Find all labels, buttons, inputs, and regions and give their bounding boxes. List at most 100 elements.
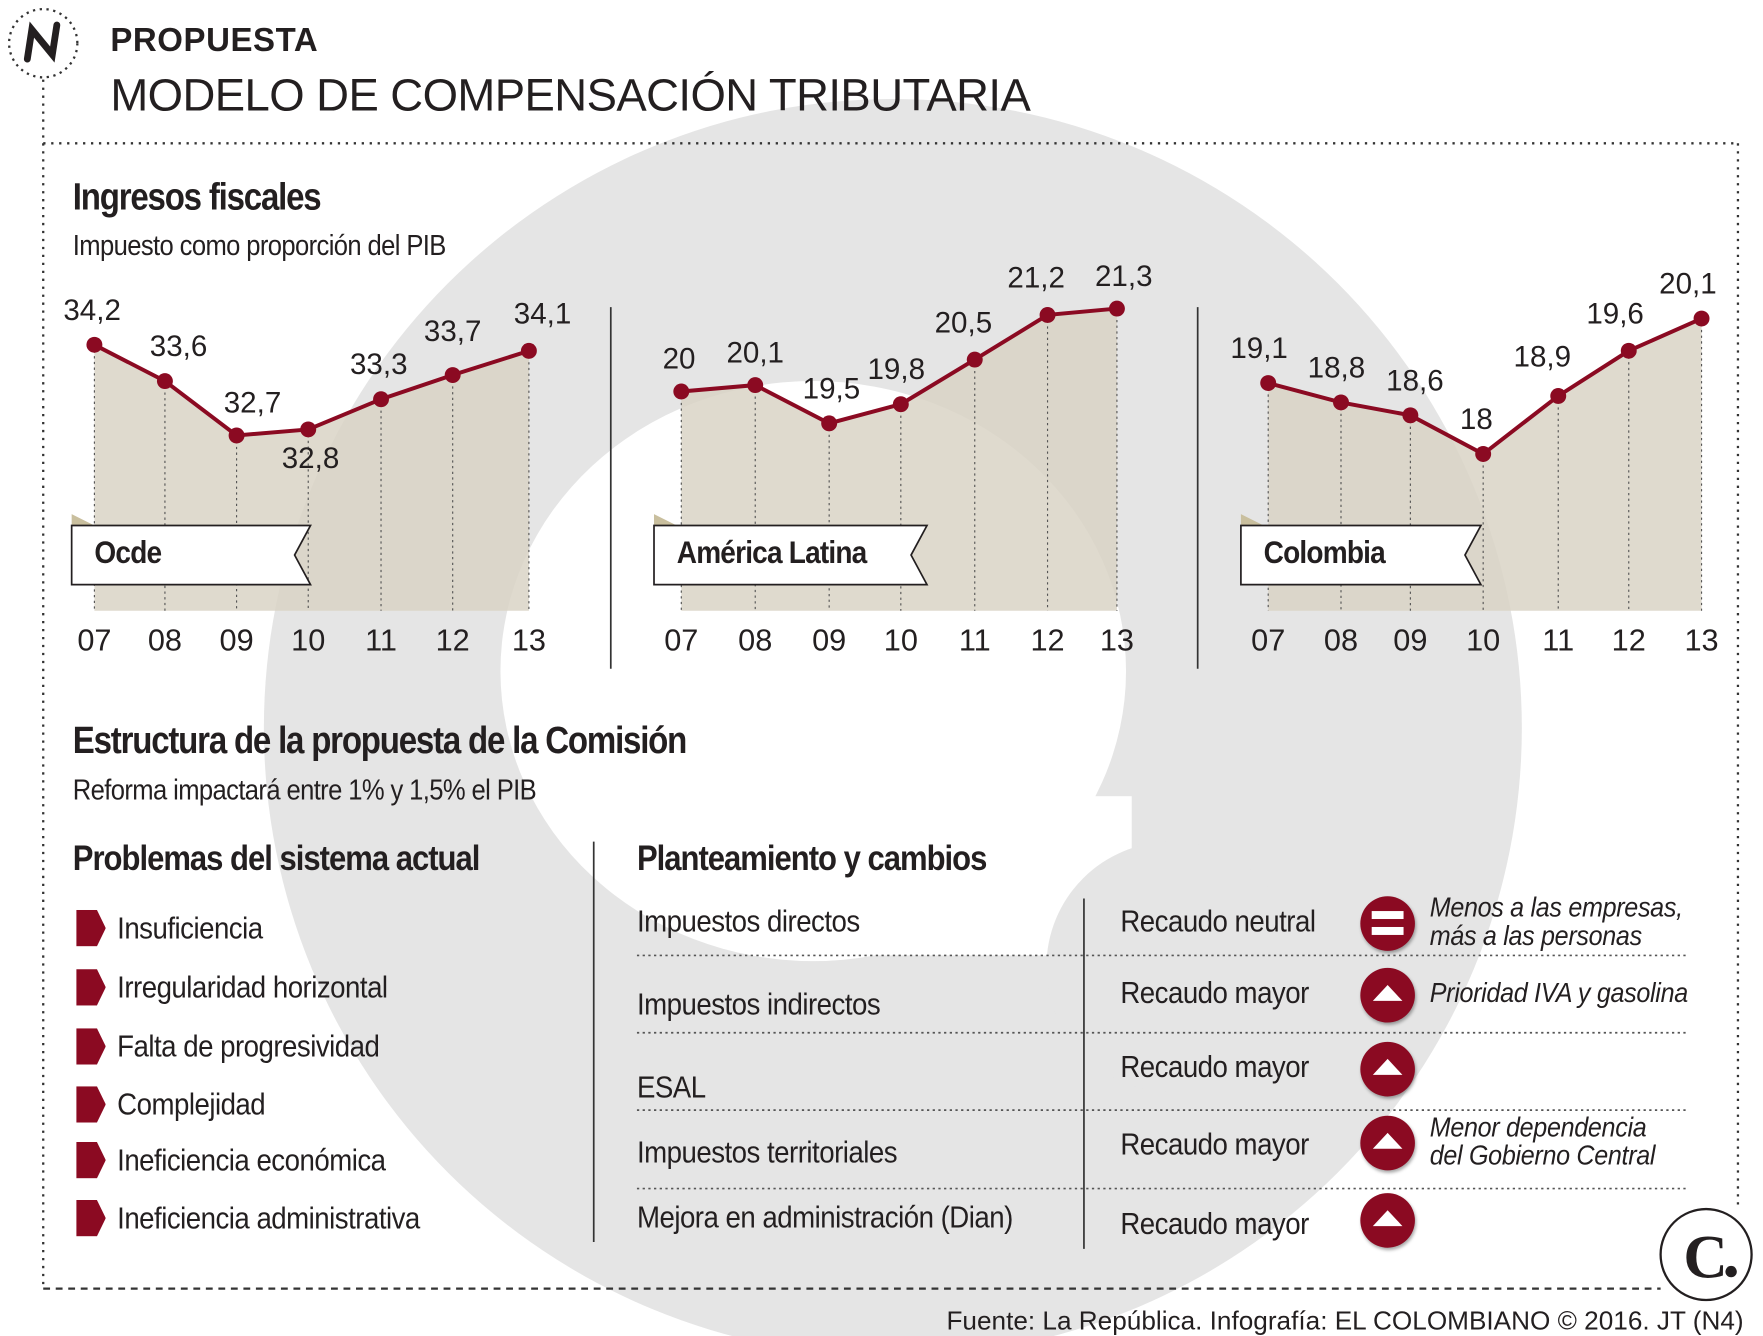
data-point xyxy=(1108,300,1125,317)
x-tick-label: 11 xyxy=(1542,623,1574,658)
kicker: PROPUESTA xyxy=(110,22,319,60)
data-point xyxy=(1475,446,1492,462)
x-tick-label: 12 xyxy=(1030,623,1064,658)
change-item: Impuestos directos xyxy=(636,904,860,939)
arrow-up-icon xyxy=(1360,1193,1415,1248)
change-note-line2: del Gobierno Central xyxy=(1429,1140,1656,1172)
x-tick-label: 09 xyxy=(220,623,254,658)
data-label: 33,6 xyxy=(150,330,208,363)
data-label: 21,2 xyxy=(1007,262,1065,295)
problem-item: Ineficiencia económica xyxy=(117,1143,386,1178)
data-point xyxy=(1333,394,1349,411)
n-logo-icon xyxy=(7,7,79,79)
series-tag-box xyxy=(70,524,312,586)
change-result: Recaudo mayor xyxy=(1120,1049,1309,1084)
x-tick-label: 13 xyxy=(1684,623,1718,658)
data-point xyxy=(228,427,245,444)
data-label: 20,1 xyxy=(1659,268,1717,301)
changes-title: Planteamiento y cambios xyxy=(636,838,987,879)
page-title: MODELO DE COMPENSACIÓN TRIBUTARIA xyxy=(110,70,1031,121)
data-point xyxy=(300,421,317,438)
data-label: 20,5 xyxy=(935,306,993,339)
problems-title: Problemas del sistema actual xyxy=(72,838,481,879)
change-note-line2: más a las personas xyxy=(1429,921,1642,953)
data-point xyxy=(373,391,389,408)
x-tick-label: 07 xyxy=(664,623,698,658)
data-point xyxy=(1402,407,1419,424)
data-point xyxy=(966,351,983,368)
charts: 34,2 07 33,6 08 32,7 09 32,8 10 33,3 11 33,7 12 34,1… xyxy=(63,260,1718,658)
data-point xyxy=(156,373,173,390)
change-item: Impuestos territoriales xyxy=(636,1135,898,1170)
dividers xyxy=(592,307,1199,1249)
change-item: Impuestos indirectos xyxy=(636,987,881,1022)
data-label: 20,1 xyxy=(726,336,784,369)
problem-item: Complejidad xyxy=(117,1087,266,1122)
change-result: Recaudo mayor xyxy=(1120,1127,1309,1162)
section2-title: Estructura de la propuesta de la Comisió… xyxy=(72,718,688,761)
series-name: América Latina xyxy=(676,534,868,570)
data-label: 33,3 xyxy=(350,348,408,381)
x-tick-label: 12 xyxy=(1612,623,1646,658)
section1-title: Ingresos fiscales xyxy=(72,175,322,218)
data-point xyxy=(444,367,461,383)
x-tick-label: 07 xyxy=(1251,623,1285,658)
data-point xyxy=(1550,387,1567,404)
x-tick-label: 10 xyxy=(291,623,325,658)
change-result: Recaudo mayor xyxy=(1120,1206,1309,1241)
data-point xyxy=(673,383,690,400)
x-tick-label: 10 xyxy=(1466,623,1500,658)
x-tick-label: 09 xyxy=(812,623,846,658)
problem-item: Ineficiencia administrativa xyxy=(117,1201,420,1236)
data-label: 21,3 xyxy=(1095,260,1153,293)
svg-text:C: C xyxy=(1683,1223,1727,1291)
x-tick-label: 13 xyxy=(1100,623,1134,658)
series-name: Colombia xyxy=(1263,534,1386,570)
arrow-up-icon xyxy=(1360,967,1415,1023)
data-point xyxy=(1260,375,1277,392)
chart-1: 20 07 20,1 08 19,5 09 19,8 10 20,5 11 21,2 12 21,3 13 xyxy=(653,260,1153,658)
x-tick-label: 12 xyxy=(436,623,470,658)
x-tick-label: 13 xyxy=(512,623,546,658)
arrow-up-icon xyxy=(1360,1115,1415,1171)
data-label: 19,5 xyxy=(803,372,861,405)
data-point xyxy=(747,377,764,394)
change-result: Recaudo mayor xyxy=(1120,975,1309,1011)
row-separators xyxy=(636,954,1690,1190)
data-label: 19,1 xyxy=(1230,332,1288,365)
data-label: 34,2 xyxy=(63,294,121,327)
data-point xyxy=(1039,306,1056,323)
problem-item: Irregularidad horizontal xyxy=(117,970,388,1005)
brand-logo: C xyxy=(1659,1207,1753,1302)
problem-item: Insuficiencia xyxy=(117,911,263,946)
data-label: 32,7 xyxy=(224,387,282,420)
section2-subtitle: Reforma impactará entre 1% y 1,5% el PIB xyxy=(72,774,537,807)
change-item: Mejora en administración (Dian) xyxy=(636,1199,1013,1235)
chart-2: 19,1 07 18,8 08 18,6 09 18 10 18,9 11 19,6 12 20,1 13 xyxy=(1230,268,1718,658)
change-result: Recaudo neutral xyxy=(1120,904,1316,939)
x-tick-label: 08 xyxy=(148,623,182,658)
equals-icon xyxy=(1360,896,1415,951)
data-label: 18 xyxy=(1460,403,1493,436)
data-point xyxy=(1693,310,1710,327)
x-tick-label: 11 xyxy=(365,623,397,658)
data-label: 18,6 xyxy=(1386,364,1444,397)
arrow-up-icon xyxy=(1360,1041,1415,1097)
data-label: 19,8 xyxy=(867,353,925,386)
x-tick-label: 10 xyxy=(884,623,918,658)
change-note-line1: Menos a las empresas, xyxy=(1429,892,1683,924)
data-label: 34,1 xyxy=(514,298,572,331)
data-point xyxy=(892,396,909,413)
data-label: 33,7 xyxy=(424,315,482,348)
tag-fold xyxy=(71,514,95,526)
series-name: Ocde xyxy=(94,534,162,570)
frame-dotted xyxy=(42,79,1740,1290)
change-note-line1: Prioridad IVA y gasolina xyxy=(1429,978,1688,1009)
chart-0: 34,2 07 33,6 08 32,7 09 32,8 10 33,3 11 33,7 12 34,1… xyxy=(63,294,571,658)
data-point xyxy=(86,336,103,353)
x-tick-label: 09 xyxy=(1393,623,1427,658)
data-point xyxy=(520,342,537,359)
x-tick-label: 07 xyxy=(77,623,111,658)
